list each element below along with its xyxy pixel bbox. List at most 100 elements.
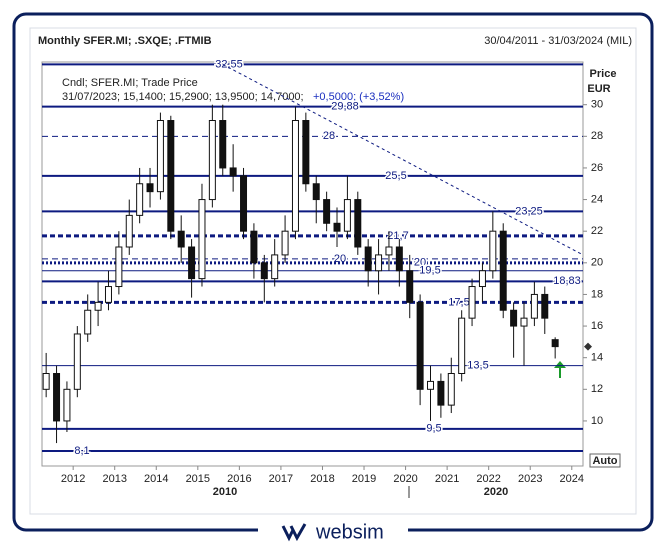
x-tick-label: 2015 <box>186 473 210 485</box>
candle-body <box>94 301 102 311</box>
x-tick-label: 2016 <box>227 473 251 485</box>
candle-body <box>458 317 466 374</box>
x-tick-label: 2020 <box>393 473 417 485</box>
y-tick-label: 22 <box>591 225 603 237</box>
x-tick-label: 2021 <box>435 473 459 485</box>
candle-body <box>219 120 227 169</box>
candle-body <box>416 301 424 390</box>
candle-body <box>53 372 61 422</box>
candle-body <box>104 286 112 303</box>
level-label: 25,5 <box>385 170 406 182</box>
candle-body <box>188 246 196 280</box>
candle-body <box>447 372 455 406</box>
date-range: 30/04/2011 - 31/03/2024 (MIL) <box>484 35 632 47</box>
scale-button[interactable] <box>589 453 621 468</box>
candle-body <box>63 388 71 422</box>
y-tick-label: 12 <box>591 383 603 395</box>
candle-body <box>333 222 341 232</box>
candle-body <box>323 199 331 224</box>
level-label: 21,7 <box>387 230 408 242</box>
y-tick-label: 24 <box>591 193 603 205</box>
y-axis-label: Price <box>590 68 617 80</box>
candle-body <box>208 120 216 201</box>
candle-body <box>510 309 518 327</box>
candle-body <box>240 175 248 232</box>
trendline <box>222 63 584 256</box>
candle-body <box>115 246 123 288</box>
y-tick-label: 30 <box>591 99 603 111</box>
level-label: 19,5 <box>419 265 440 277</box>
candle-body <box>156 120 164 193</box>
candle-body <box>551 339 559 348</box>
chart-title: Monthly SFER.MI; .SXQE; .FTMIB <box>38 35 212 47</box>
candle-body <box>42 372 50 390</box>
y-tick-label: 18 <box>591 288 603 300</box>
candle-body <box>271 254 279 280</box>
period-label: 2020 <box>484 486 508 498</box>
candle-body <box>125 214 133 248</box>
y-tick-label: 10 <box>591 415 603 427</box>
level-label: 32,55 <box>215 58 243 70</box>
level-label: 13,5 <box>467 359 488 371</box>
candle-body <box>229 167 237 177</box>
y-axis-unit: EUR <box>587 83 610 95</box>
candle-body <box>343 199 351 232</box>
candle-body <box>478 270 486 288</box>
candle-body <box>375 254 383 272</box>
candle-body <box>302 120 310 185</box>
x-tick-label: 2024 <box>560 473 584 485</box>
x-tick-label: 2022 <box>476 473 500 485</box>
x-tick-label: 2012 <box>61 473 85 485</box>
candle-body <box>312 183 320 201</box>
y-tick-label: 28 <box>591 130 603 142</box>
legend-title: Cndl; SFER.MI; Trade Price <box>62 77 198 89</box>
level-label: 8,1 <box>74 445 89 457</box>
legend-change: +0,5000; (+3,52%) <box>313 91 404 103</box>
candle-body <box>167 120 175 232</box>
candle-body <box>281 230 289 256</box>
candle-body <box>73 333 81 390</box>
period-label: 2010 <box>213 486 237 498</box>
candle-body <box>530 293 538 319</box>
candle-body <box>136 183 144 216</box>
candle-body <box>84 309 92 335</box>
candle-body <box>489 230 497 272</box>
candle-body <box>468 286 476 319</box>
x-tick-label: 2014 <box>144 473 168 485</box>
level-label: 29,88 <box>331 100 359 112</box>
level-label: 20 <box>414 257 426 269</box>
candle-body <box>198 199 206 280</box>
level-label: 9,5 <box>426 423 441 435</box>
y-tick-label: 26 <box>591 162 603 174</box>
candle-body <box>406 270 414 303</box>
level-label: 17,5 <box>448 296 469 308</box>
candle-body <box>146 183 154 193</box>
level-label: 18,83 <box>553 275 581 287</box>
candle-body <box>437 380 445 406</box>
candle-body <box>427 380 435 390</box>
y-tick-label: 14 <box>591 352 603 364</box>
candle-body <box>250 230 258 264</box>
x-tick-label: 2017 <box>269 473 293 485</box>
x-tick-label: 2019 <box>352 473 376 485</box>
last-value-marker <box>584 342 592 351</box>
candle-body <box>260 262 268 280</box>
candle-body <box>177 230 185 248</box>
candle-body <box>364 246 372 272</box>
brand-logo <box>281 523 307 542</box>
y-tick-label: 16 <box>591 320 603 332</box>
brand: websim <box>315 521 384 543</box>
candle-body <box>385 246 393 256</box>
candle-body <box>541 293 549 319</box>
x-tick-label: 2023 <box>518 473 542 485</box>
x-tick-label: 2018 <box>310 473 334 485</box>
candle-body <box>520 317 528 327</box>
legend-values: 31/07/2023; 15,1400; 15,2900; 13,9500; 1… <box>62 91 304 103</box>
candle-body <box>499 230 507 311</box>
scale-mode[interactable]: Auto <box>592 455 617 467</box>
x-tick-label: 2013 <box>102 473 126 485</box>
y-tick-label: 20 <box>591 257 603 269</box>
level-label: 28 <box>323 130 335 142</box>
